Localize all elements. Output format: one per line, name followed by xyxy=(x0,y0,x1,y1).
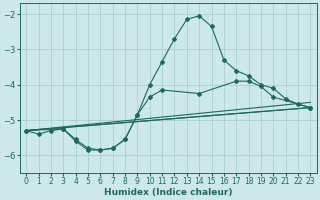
X-axis label: Humidex (Indice chaleur): Humidex (Indice chaleur) xyxy=(104,188,233,197)
